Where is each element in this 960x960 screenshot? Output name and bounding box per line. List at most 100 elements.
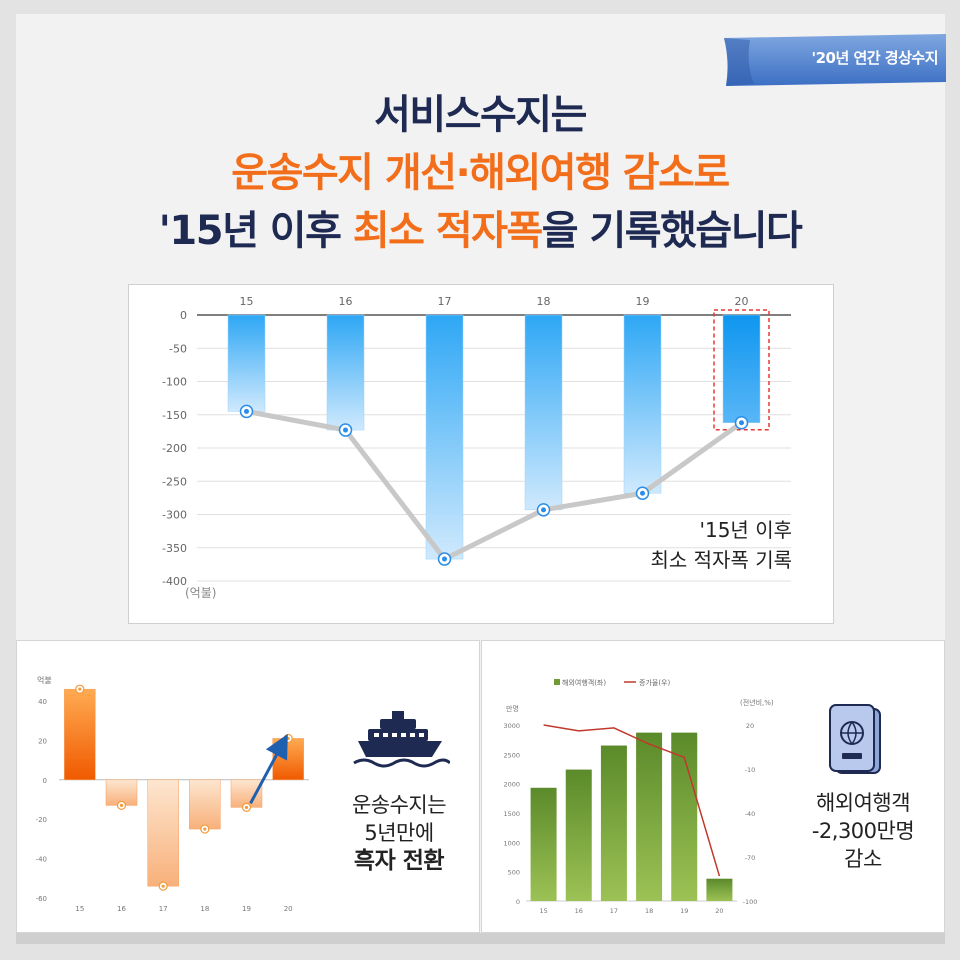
y-left-tick-label: 2500 (503, 751, 520, 759)
y-right-tick-label: -70 (745, 854, 756, 862)
annotation-line-1: '15년 이후 (699, 518, 792, 542)
growth-rate-line (543, 724, 721, 877)
travel-caption-line-3: 감소 (844, 847, 882, 871)
bar (147, 779, 179, 887)
highlight-box (713, 309, 770, 431)
legend-label-line: 증가율(우) (639, 678, 670, 687)
x-tick-label: 18 (537, 295, 551, 308)
bar (326, 314, 365, 431)
bar (706, 878, 733, 901)
bar (600, 745, 627, 901)
data-point-core (244, 408, 249, 414)
legend-label-bars: 해외여행객(좌) (562, 678, 606, 687)
data-point-core (442, 556, 447, 562)
x-tick-label: 15 (75, 905, 84, 913)
y-tick-label: 40 (38, 698, 47, 706)
bar (189, 779, 221, 830)
y-right-unit: (전년비,%) (740, 698, 774, 707)
y-unit-label: 억불 (37, 675, 52, 685)
y-tick-label: -100 (162, 376, 187, 389)
y-tick-label: -400 (162, 575, 187, 588)
turnaround-arrow (249, 733, 288, 805)
x-tick-label: 19 (636, 295, 650, 308)
x-tick-label: 18 (645, 907, 653, 915)
y-tick-label: -60 (36, 895, 47, 903)
x-tick-label: 17 (438, 295, 452, 308)
x-tick-label: 16 (117, 905, 126, 913)
y-tick-label: -250 (162, 475, 187, 488)
transport-balance-chart: 억불 40 20 0 -20 -40 -60 15 16 17 18 19 20 (36, 675, 309, 913)
x-tick-label: 17 (610, 907, 618, 915)
data-point-core (739, 420, 744, 426)
transport-caption-line-3: 흑자 전환 (353, 848, 445, 874)
x-tick-label: 19 (680, 907, 688, 915)
bar (530, 787, 557, 901)
y-left-tick-label: 2000 (503, 781, 520, 789)
bar (425, 314, 464, 560)
bar (722, 314, 761, 423)
headline-line-3b: 최소 적자폭 (352, 208, 543, 254)
travel-caption-line-2: -2,300만명 (811, 819, 915, 843)
passport-icon (829, 704, 881, 774)
legend-swatch-bars (554, 679, 560, 685)
x-tick-label: 20 (715, 907, 723, 915)
y-tick-label: -50 (169, 342, 187, 355)
y-left-tick-label: 0 (516, 898, 520, 906)
transport-caption: 운송수지는 5년만에 흑자 전환 (317, 791, 481, 875)
y-tick-label: -300 (162, 509, 187, 522)
headline-line-3a: '15년 이후 (158, 208, 353, 254)
data-point-core (203, 827, 207, 831)
x-tick-label: 18 (200, 905, 209, 913)
bar (565, 769, 592, 901)
bottom-bar (16, 933, 945, 944)
trend-line (246, 408, 743, 563)
y-tick-label: 0 (43, 777, 47, 785)
y-tick-label: -20 (36, 816, 47, 824)
service-balance-chart-panel: 0 -50 -100 -150 -200 -250 -300 -350 -400 (억불) 15 16… (128, 284, 834, 624)
overseas-travel-chart: 해외여행객(좌) 증가율(우) 만명 (전년비,%) 3000 2500 2000 1500 1… (503, 678, 774, 915)
x-tick-label: 20 (284, 905, 293, 913)
x-tick-label: 16 (339, 295, 353, 308)
x-tick-label: 15 (240, 295, 254, 308)
y-left-unit: 만명 (506, 704, 519, 713)
transport-caption-line-1: 운송수지는 (351, 793, 447, 817)
headline-line-1: 서비스수지는 (374, 92, 587, 138)
ribbon-label: '20년 연간 경상수지 (811, 49, 938, 67)
data-point-core (640, 490, 645, 496)
y-right-tick-label: -100 (743, 898, 758, 906)
y-unit-label: (억불) (185, 586, 216, 600)
data-point-core (244, 805, 249, 809)
x-tick-label: 19 (242, 905, 251, 913)
transport-balance-panel: 억불 40 20 0 -20 -40 -60 15 16 17 18 19 20 운송수지는 5년만에 … (16, 640, 480, 933)
ribbon-banner (724, 34, 946, 86)
x-tick-label: 15 (539, 907, 547, 915)
y-tick-label: -350 (162, 542, 187, 555)
headline-line-3: '15년 이후 최소 적자폭을 기록했습니다 (0, 202, 960, 260)
headline: 서비스수지는 운송수지 개선·해외여행 감소로 '15년 이후 최소 적자폭을 … (0, 86, 960, 260)
transport-caption-line-2: 5년만에 (364, 821, 434, 845)
y-right-tick-label: -10 (745, 766, 756, 774)
transport-caption-line-3-wrap: 흑자 전환 (317, 847, 481, 875)
travel-caption: 해외여행객 -2,300만명 감소 (780, 789, 946, 873)
y-left-tick-label: 1500 (503, 810, 520, 818)
data-point-core (78, 687, 82, 691)
y-left-tick-label: 1000 (503, 839, 520, 847)
y-left-tick-label: 500 (508, 869, 520, 877)
data-point-core (286, 736, 290, 741)
x-tick-label: 16 (575, 907, 583, 915)
y-tick-label: -200 (162, 442, 187, 455)
y-tick-label: -150 (162, 409, 187, 422)
y-right-tick-label: -40 (745, 810, 756, 818)
ship-icon (353, 711, 450, 768)
bar (524, 314, 563, 511)
y-tick-label: 20 (38, 737, 47, 745)
travel-caption-line-1: 해외여행객 (815, 791, 911, 815)
data-point-core (119, 803, 124, 808)
y-tick-label: -40 (36, 856, 47, 864)
bar (272, 738, 304, 781)
bar (227, 314, 266, 412)
bar (671, 732, 698, 901)
data-point-core (161, 884, 165, 888)
service-balance-chart: 0 -50 -100 -150 -200 -250 -300 -350 -400(억불) 15 16… (162, 295, 792, 600)
overseas-travel-panel: 해외여행객(좌) 증가율(우) 만명 (전년비,%) 3000 2500 2000 1500 1… (481, 640, 945, 933)
